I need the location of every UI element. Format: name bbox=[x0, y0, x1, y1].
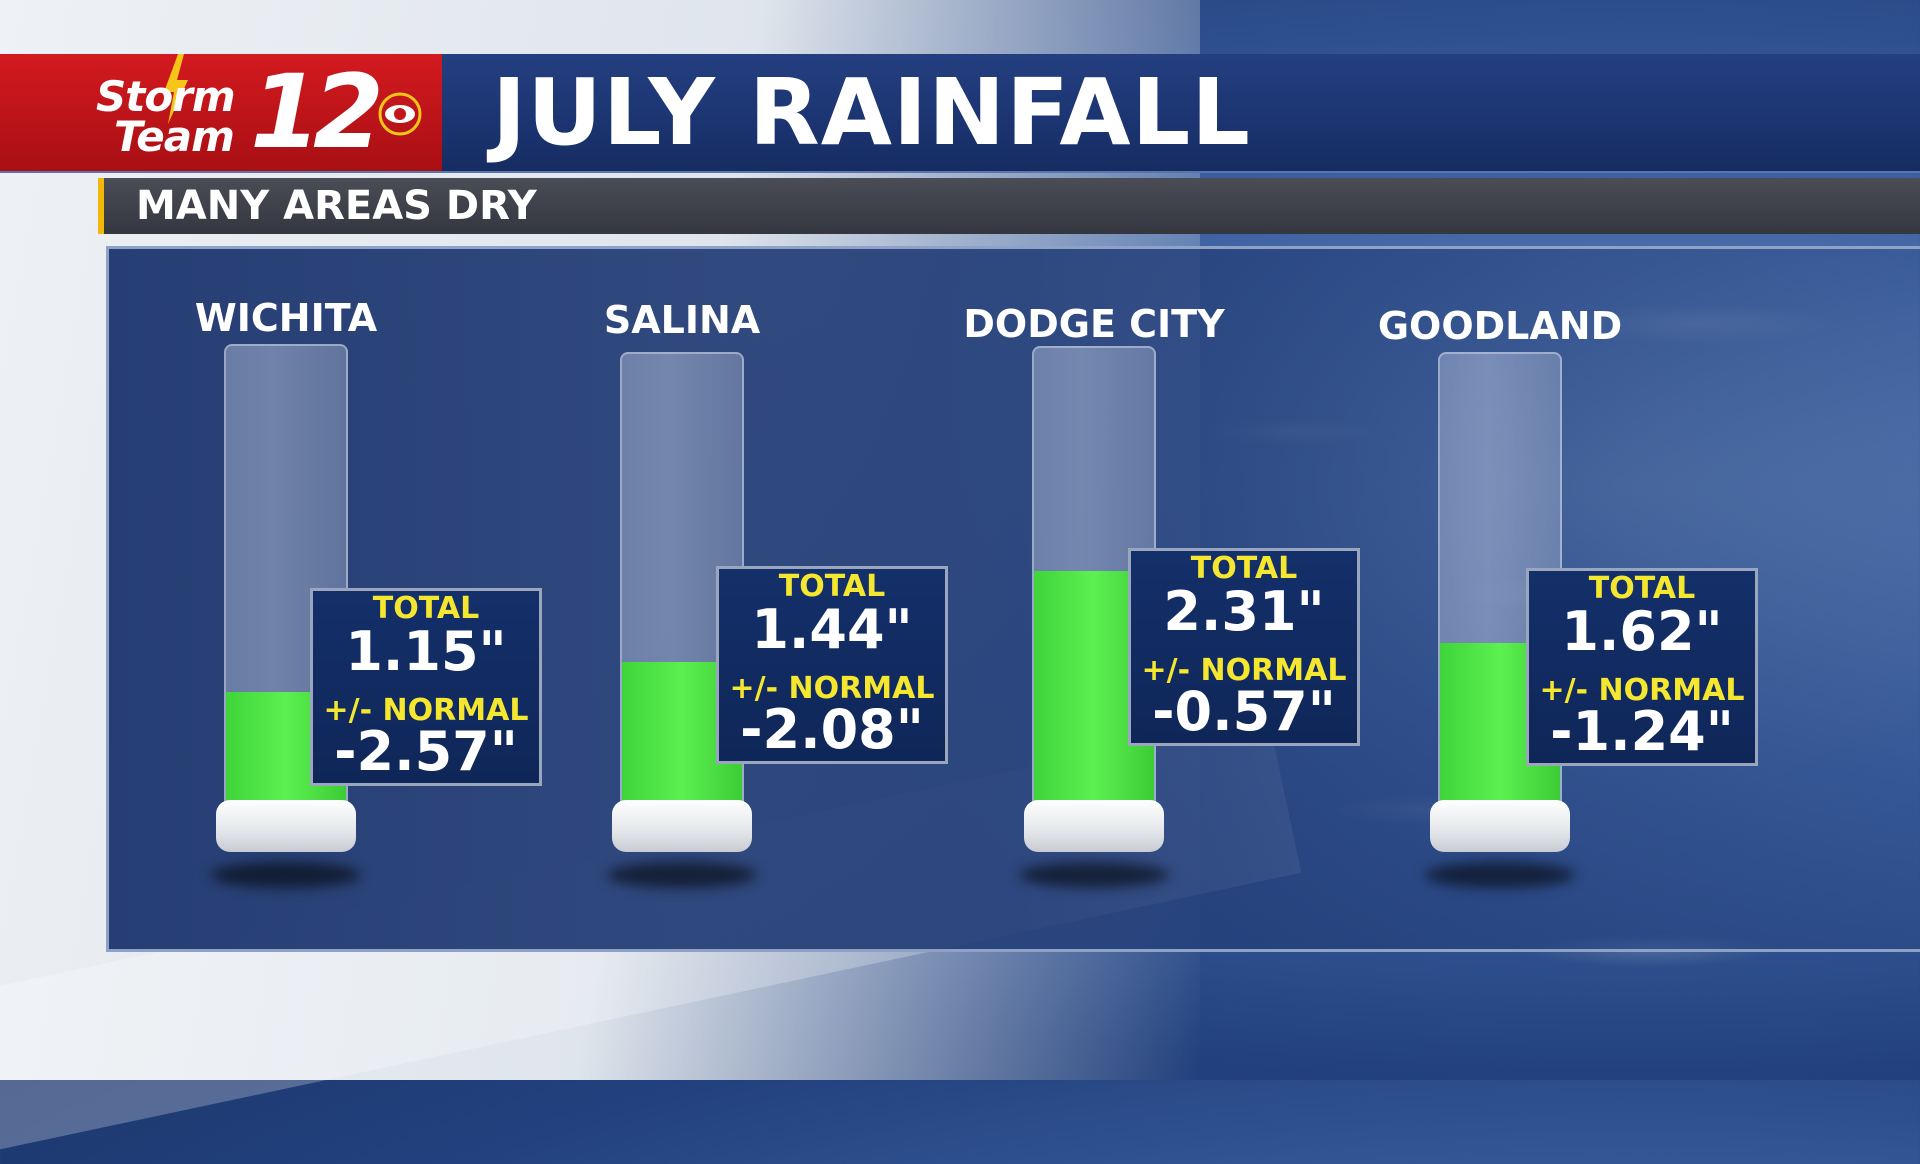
departure-label: +/- NORMAL bbox=[323, 693, 529, 728]
logo-team-text: Team bbox=[114, 112, 235, 161]
rainfall-value-card: TOTAL 1.44" +/- NORMAL -2.08" bbox=[716, 566, 948, 764]
station-name-label: WICHITA bbox=[194, 296, 378, 340]
rainfall-value-card: TOTAL 1.15" +/- NORMAL -2.57" bbox=[310, 588, 542, 786]
rain-gauge-base bbox=[1024, 800, 1164, 852]
rainfall-value-card: TOTAL 1.62" +/- NORMAL -1.24" bbox=[1526, 568, 1758, 766]
total-label: TOTAL bbox=[1190, 551, 1298, 586]
departure-value: -2.08" bbox=[740, 698, 924, 761]
station-name-label: GOODLAND bbox=[1377, 304, 1623, 348]
total-value: 1.15" bbox=[345, 620, 507, 683]
subtitle-bar bbox=[98, 178, 1920, 234]
station-name-label: SALINA bbox=[603, 298, 761, 342]
gauge-shadow bbox=[211, 862, 361, 888]
logo-channel-number: 12 bbox=[250, 53, 384, 172]
departure-label: +/- NORMAL bbox=[729, 671, 935, 706]
departure-value: -2.57" bbox=[334, 720, 518, 783]
subtitle-text: MANY AREAS DRY bbox=[136, 183, 537, 229]
gauge-shadow bbox=[1019, 862, 1169, 888]
total-label: TOTAL bbox=[778, 569, 886, 604]
lightning-bolt-icon bbox=[164, 54, 188, 124]
rain-gauge-base bbox=[1430, 800, 1570, 852]
departure-label: +/- NORMAL bbox=[1141, 653, 1347, 688]
total-label: TOTAL bbox=[1588, 571, 1696, 606]
departure-value: -1.24" bbox=[1550, 700, 1734, 763]
total-value: 2.31" bbox=[1163, 580, 1325, 643]
departure-label: +/- NORMAL bbox=[1539, 673, 1745, 708]
gauge-shadow bbox=[1425, 862, 1575, 888]
rain-gauge-base bbox=[216, 800, 356, 852]
cbs-eye-icon bbox=[378, 92, 422, 136]
rain-gauge-base bbox=[612, 800, 752, 852]
departure-value: -0.57" bbox=[1152, 680, 1336, 743]
page-title: JULY RAINFALL bbox=[492, 59, 1251, 166]
rainfall-value-card: TOTAL 2.31" +/- NORMAL -0.57" bbox=[1128, 548, 1360, 746]
total-value: 1.62" bbox=[1561, 600, 1723, 663]
logo-storm-text: Storm bbox=[96, 72, 236, 121]
station-name-label: DODGE CITY bbox=[963, 302, 1225, 346]
total-value: 1.44" bbox=[751, 598, 913, 661]
gauge-shadow bbox=[607, 862, 757, 888]
station-logo bbox=[0, 54, 442, 171]
total-label: TOTAL bbox=[372, 591, 480, 626]
